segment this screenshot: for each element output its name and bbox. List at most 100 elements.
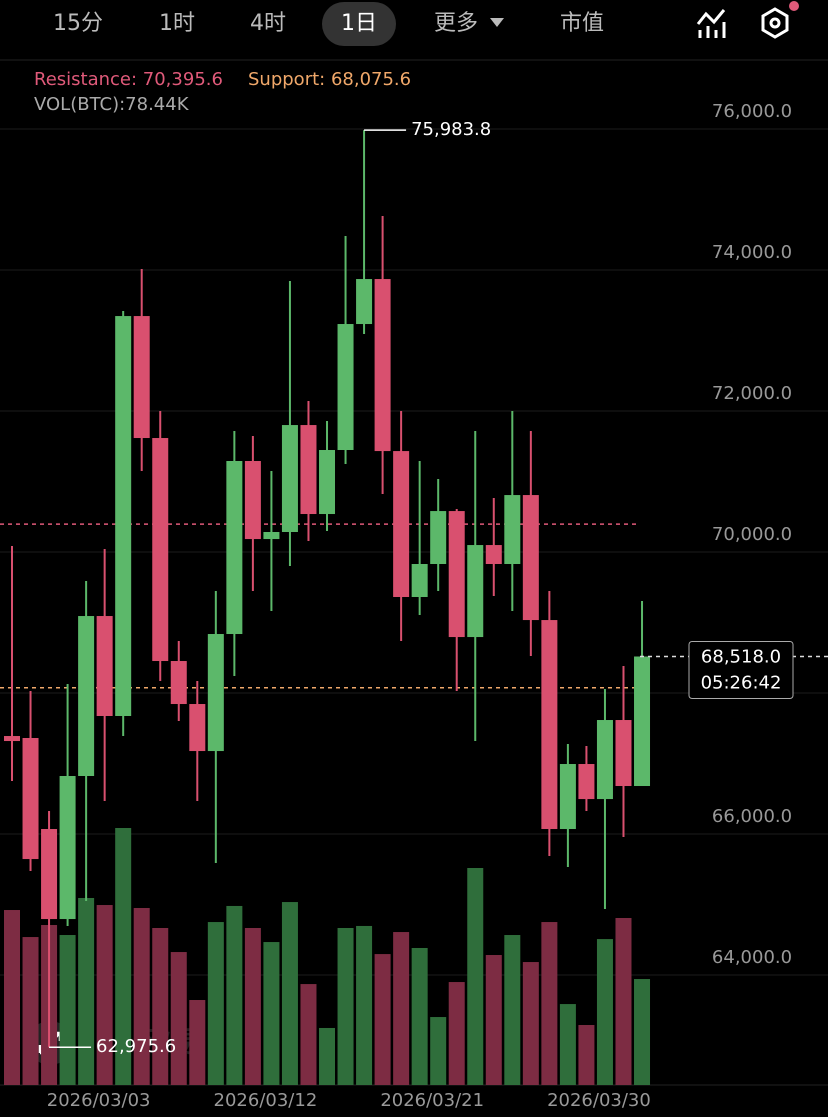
candle-body	[78, 616, 95, 776]
annotation-label: 62,975.6	[96, 1036, 176, 1057]
candle-body	[374, 279, 391, 452]
candle-body	[133, 316, 150, 439]
candle-body	[393, 451, 410, 597]
tab[interactable]: 4时	[250, 11, 286, 36]
candle-body	[337, 324, 354, 451]
tab[interactable]: 更多	[434, 11, 478, 36]
candle-body	[634, 656, 651, 787]
candle-body	[226, 461, 243, 635]
candle-body	[541, 620, 558, 830]
volume-bar	[634, 979, 651, 1085]
candle-body	[356, 279, 373, 325]
volume-bar	[541, 922, 558, 1085]
candle-body	[559, 764, 576, 830]
volume-bar	[78, 897, 95, 1085]
x-tick-label: 2026/03/03	[47, 1090, 151, 1111]
volume-bar	[411, 947, 428, 1085]
volume-bar	[263, 942, 280, 1085]
countdown-label: 05:26:42	[701, 673, 782, 694]
active-tab-bg	[322, 2, 396, 46]
volume-bar	[393, 932, 410, 1085]
volume-bar	[170, 952, 187, 1085]
annotation-label: 75,983.8	[411, 119, 491, 140]
hexagon	[761, 7, 789, 39]
volume-bar	[115, 828, 132, 1085]
x-tick-label: 2026/03/12	[214, 1090, 318, 1111]
volume-bar	[226, 905, 243, 1085]
volume-bar	[319, 1027, 336, 1085]
dropdown-triangle	[490, 18, 504, 27]
indicator-line	[696, 9, 726, 25]
volume-bar	[578, 1025, 595, 1085]
candle-body	[485, 545, 502, 565]
candle-body	[430, 511, 447, 565]
candle-body	[467, 545, 484, 638]
volume-bar	[207, 922, 224, 1085]
candle-body	[615, 720, 632, 787]
volume-bar	[504, 935, 521, 1085]
y-tick-label: 70,000.0	[712, 524, 792, 545]
candle-body	[207, 634, 224, 752]
volume-bar	[448, 982, 465, 1085]
candle-body	[41, 829, 58, 920]
volume-bar	[596, 939, 613, 1085]
volume-bar	[59, 935, 76, 1085]
y-tick-label: 76,000.0	[712, 101, 792, 122]
support-label: Support: 68,075.6	[248, 69, 411, 90]
candle-body	[448, 511, 465, 638]
volume-bar	[356, 925, 373, 1085]
candle-body	[244, 461, 261, 540]
volume-bar	[467, 867, 484, 1085]
volume-bar	[152, 927, 169, 1085]
hexagon-center	[769, 17, 781, 29]
candle-body	[596, 720, 613, 800]
candle-body	[522, 495, 539, 621]
candle-body	[22, 737, 39, 860]
candle-body	[300, 425, 317, 515]
indicator-icon[interactable]	[696, 9, 726, 38]
x-tick-label: 2026/03/21	[380, 1090, 484, 1111]
volume-label: VOL(BTC):78.44K	[34, 94, 190, 115]
notification-dot	[789, 1, 799, 11]
volume-bar	[300, 984, 317, 1085]
tab[interactable]: 市值	[560, 11, 604, 36]
y-tick-label: 64,000.0	[712, 947, 792, 968]
volume-bar	[615, 917, 632, 1085]
tab[interactable]: 1时	[159, 11, 195, 36]
tab[interactable]: 1日	[341, 11, 377, 36]
volume-bar	[559, 1004, 576, 1085]
candle-body	[189, 704, 206, 752]
candle-body	[170, 661, 187, 705]
candle-body	[115, 316, 132, 717]
price-box	[688, 641, 794, 700]
settings-icon[interactable]	[761, 1, 799, 39]
candle-body	[411, 564, 428, 597]
candle-body	[504, 495, 521, 565]
y-tick-label: 66,000.0	[712, 806, 792, 827]
volume-bar	[189, 1000, 206, 1085]
candle-body	[263, 531, 280, 540]
y-tick-label: 74,000.0	[712, 242, 792, 263]
candle-body	[59, 775, 76, 920]
watermark: 欧易	[142, 1025, 198, 1058]
candle-body	[152, 438, 169, 662]
volume-bar	[4, 910, 20, 1085]
volume-bar	[22, 937, 39, 1085]
tab[interactable]: 15分	[53, 11, 103, 36]
volume-bar	[244, 927, 261, 1085]
volume-bar	[96, 905, 113, 1085]
y-tick-label: 72,000.0	[712, 383, 792, 404]
resistance-label: Resistance: 70,395.6	[34, 69, 223, 90]
candle-body	[4, 736, 20, 742]
volume-bar	[430, 1017, 447, 1085]
candle-body	[578, 764, 595, 800]
candle-body	[96, 616, 113, 717]
volume-bar	[374, 954, 391, 1085]
candle-body	[281, 425, 298, 532]
volume-bar	[485, 955, 502, 1085]
x-tick-label: 2026/03/30	[547, 1090, 651, 1111]
current-price-label: 68,518.0	[701, 647, 781, 668]
candle-body	[319, 450, 336, 515]
volume-bar	[133, 907, 150, 1085]
